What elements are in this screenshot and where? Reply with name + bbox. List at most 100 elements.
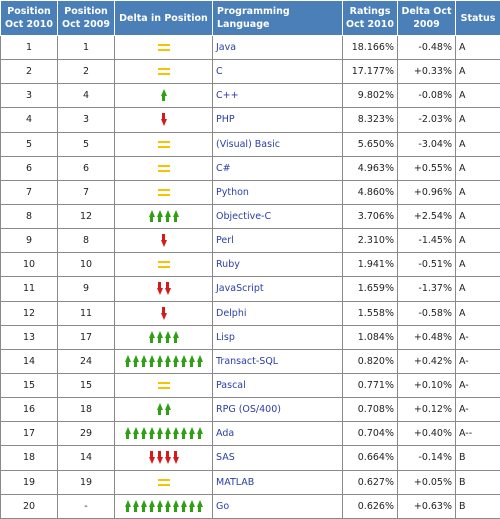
table-row: 10 10 Ruby 1.941% -0.51% A: [0, 252, 500, 278]
position-2009-cell: 19: [57, 469, 115, 495]
arrow-up-icon: [124, 427, 131, 440]
arrow-up-icon: [132, 427, 139, 440]
status-cell: A: [455, 155, 500, 181]
position-2010-cell: 16: [0, 397, 58, 423]
position-2010-cell: 4: [0, 107, 58, 133]
header-status: Status: [455, 0, 500, 36]
arrow-up-icon: [172, 354, 179, 367]
language-link[interactable]: Pascal: [212, 372, 343, 399]
rating-cell: 0.626%: [342, 493, 398, 519]
arrow-up-icon: [156, 499, 163, 512]
language-link[interactable]: Objective-C: [212, 203, 343, 230]
rating-delta-cell: +0.12%: [397, 397, 456, 423]
arrow-up-icon: [156, 427, 163, 440]
delta-position-cell: [114, 469, 213, 495]
position-2009-cell: 14: [57, 445, 115, 471]
arrow-up-icon: [188, 499, 195, 512]
arrow-up-icon: [140, 427, 147, 440]
equal-icon: [157, 478, 170, 486]
arrow-up-icon: [196, 499, 203, 512]
arrow-up-icon: [156, 330, 163, 343]
position-2010-cell: 15: [0, 372, 58, 399]
position-2009-cell: 4: [57, 83, 115, 109]
language-link[interactable]: Ruby: [212, 252, 343, 278]
arrow-up-icon: [156, 210, 163, 223]
language-link[interactable]: (Visual) Basic: [212, 131, 343, 157]
rating-cell: 1.659%: [342, 276, 398, 302]
language-link[interactable]: JavaScript: [212, 276, 343, 302]
delta-position-cell: [114, 252, 213, 278]
table-row: 13 17 Lisp 1.084% +0.48% A-: [0, 324, 500, 350]
rating-delta-cell: -0.58%: [397, 300, 456, 326]
rating-cell: 9.802%: [342, 83, 398, 109]
status-cell: A: [455, 203, 500, 230]
status-cell: A: [455, 107, 500, 133]
position-2010-cell: 18: [0, 445, 58, 471]
rating-delta-cell: -0.48%: [397, 34, 456, 61]
position-2010-cell: 7: [0, 179, 58, 205]
position-2009-cell: 3: [57, 107, 115, 133]
delta-position-cell: [114, 107, 213, 133]
rating-delta-cell: +0.10%: [397, 372, 456, 399]
language-link[interactable]: Ada: [212, 421, 343, 447]
arrow-up-icon: [164, 499, 171, 512]
status-cell: A-: [455, 324, 500, 350]
language-link[interactable]: RPG (OS/400): [212, 397, 343, 423]
position-2010-cell: 2: [0, 59, 58, 85]
arrow-up-icon: [148, 330, 155, 343]
delta-position-cell: [114, 445, 213, 471]
position-2010-cell: 1: [0, 34, 58, 61]
rating-delta-cell: +2.54%: [397, 203, 456, 230]
equal-icon: [157, 140, 170, 148]
arrow-down-icon: [156, 451, 163, 465]
table-row: 18 14 SAS 0.664% -0.14% B: [0, 445, 500, 471]
equal-icon: [157, 188, 170, 196]
position-2010-cell: 5: [0, 131, 58, 157]
arrow-up-icon: [180, 354, 187, 367]
language-link[interactable]: Go: [212, 493, 343, 519]
language-link[interactable]: Delphi: [212, 300, 343, 326]
language-link[interactable]: Java: [212, 34, 343, 61]
status-cell: A: [455, 131, 500, 157]
header-row: Position Oct 2010 Position Oct 2009 Delt…: [0, 0, 500, 36]
arrow-down-icon: [160, 113, 167, 127]
header-delta-rating: Delta Oct 2009: [397, 0, 456, 36]
language-link[interactable]: MATLAB: [212, 469, 343, 495]
delta-position-cell: [114, 155, 213, 181]
position-2010-cell: 19: [0, 469, 58, 495]
arrow-down-icon: [160, 234, 167, 248]
arrow-up-icon: [172, 330, 179, 343]
position-2010-cell: 10: [0, 252, 58, 278]
table-row: 7 7 Python 4.860% +0.96% A: [0, 179, 500, 205]
table-row: 4 3 PHP 8.323% -2.03% A: [0, 107, 500, 133]
rating-cell: 0.664%: [342, 445, 398, 471]
delta-position-cell: [114, 493, 213, 519]
delta-position-cell: [114, 324, 213, 350]
language-link[interactable]: Lisp: [212, 324, 343, 350]
position-2010-cell: 3: [0, 83, 58, 109]
arrow-down-icon: [156, 282, 163, 296]
header-ratings: Ratings Oct 2010: [342, 0, 398, 36]
language-link[interactable]: Transact-SQL: [212, 348, 343, 374]
language-link[interactable]: C++: [212, 83, 343, 109]
header-delta-position: Delta in Position: [114, 0, 213, 36]
table-row: 3 4 C++ 9.802% -0.08% A: [0, 83, 500, 109]
language-link[interactable]: Perl: [212, 228, 343, 254]
table-row: 6 6 C# 4.963% +0.55% A: [0, 155, 500, 181]
equal-icon: [157, 44, 170, 52]
arrow-up-icon: [164, 403, 171, 416]
language-link[interactable]: C#: [212, 155, 343, 181]
arrow-down-icon: [172, 451, 179, 465]
position-2010-cell: 20: [0, 493, 58, 519]
language-link[interactable]: C: [212, 59, 343, 85]
arrow-up-icon: [180, 499, 187, 512]
position-2009-cell: 29: [57, 421, 115, 447]
language-link[interactable]: SAS: [212, 445, 343, 471]
delta-position-cell: [114, 59, 213, 85]
language-link[interactable]: PHP: [212, 107, 343, 133]
table-row: 12 11 Delphi 1.558% -0.58% A: [0, 300, 500, 326]
rating-cell: 1.941%: [342, 252, 398, 278]
table-row: 9 8 Perl 2.310% -1.45% A: [0, 228, 500, 254]
language-link[interactable]: Python: [212, 179, 343, 205]
